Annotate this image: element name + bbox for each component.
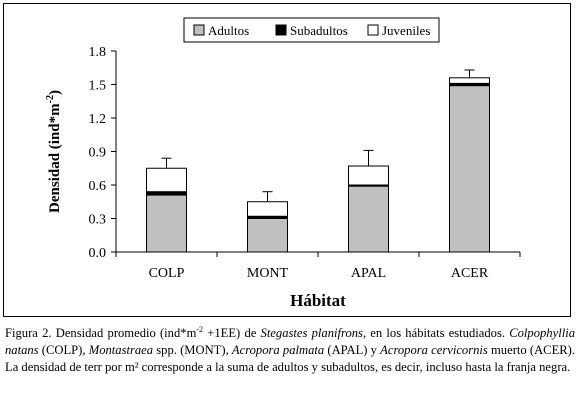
x-tick-label: APAL	[351, 266, 386, 281]
caption-apal-name: Acropora palmata	[231, 343, 325, 357]
y-tick-label: 0.0	[89, 246, 107, 261]
bar-juveniles-apal	[348, 165, 389, 186]
bar-chart: 0.0 0.3 0.6 0.9 1.2 1.5 1.8 COLP MONT APAL ACER Háb…	[45, 17, 521, 310]
caption-text-7: muerto (ACER). La densidad de terr por m…	[5, 343, 575, 374]
caption-text-6: (APAL) y	[324, 343, 381, 357]
bar-adultos-apal	[348, 185, 389, 253]
legend-swatch-juveniles	[367, 24, 379, 36]
chart-frame: 0.0 0.3 0.6 0.9 1.2 1.5 1.8 COLP MONT APAL ACER Háb…	[3, 3, 571, 317]
x-tick-label: COLP	[149, 266, 185, 281]
figure-caption: Figura 2. Densidad promedio (ind*m-2 +1E…	[5, 325, 575, 376]
bar-juveniles-mont	[247, 201, 288, 217]
legend-box	[183, 17, 440, 43]
caption-species-name: Stegastes planifrons	[260, 326, 363, 340]
legend-label-juveniles: Juveniles	[382, 23, 430, 38]
caption-text-3: , en los hábitats estudiados.	[362, 326, 510, 340]
x-tick-label: MONT	[247, 266, 289, 281]
caption-text-1: Figura 2. Densidad promedio (ind*m	[5, 326, 197, 340]
y-tick-label: 1.8	[89, 45, 107, 60]
x-tick-label: ACER	[451, 266, 489, 281]
caption-text-2: +1EE) de	[203, 326, 261, 340]
caption-acer-name: Acropora cervicornis	[380, 343, 488, 357]
caption-mont-name: Montastraea	[88, 343, 154, 357]
legend-swatch-adultos	[193, 24, 205, 36]
x-axis-title: Hábitat	[290, 291, 346, 310]
caption-text-5: spp. (MONT),	[153, 343, 232, 357]
bar-juveniles-colp	[146, 167, 187, 193]
y-tick-label: 0.9	[89, 146, 107, 161]
bar-adultos-mont	[247, 218, 288, 253]
bar-subadultos-colp	[146, 191, 187, 196]
bar-juveniles-acer	[449, 77, 490, 84]
y-tick-label: 0.6	[89, 179, 107, 194]
legend-swatch-subadultos	[275, 24, 287, 36]
legend-label-adultos: Adultos	[208, 23, 249, 38]
caption-sup: -2	[196, 324, 204, 334]
bar-adultos-acer	[449, 85, 490, 253]
y-tick-label: 1.2	[89, 112, 107, 127]
caption-colp-name: Colpophyllia natans	[5, 326, 575, 357]
y-tick-label: 0.3	[89, 213, 107, 228]
bar-adultos-colp	[146, 194, 187, 253]
legend-label-subadultos: Subadultos	[290, 23, 348, 38]
y-tick-label: 1.5	[89, 79, 107, 94]
y-axis-title: Densidad (ind*m-2)	[45, 90, 63, 213]
caption-text-4: (COLP),	[38, 343, 89, 357]
